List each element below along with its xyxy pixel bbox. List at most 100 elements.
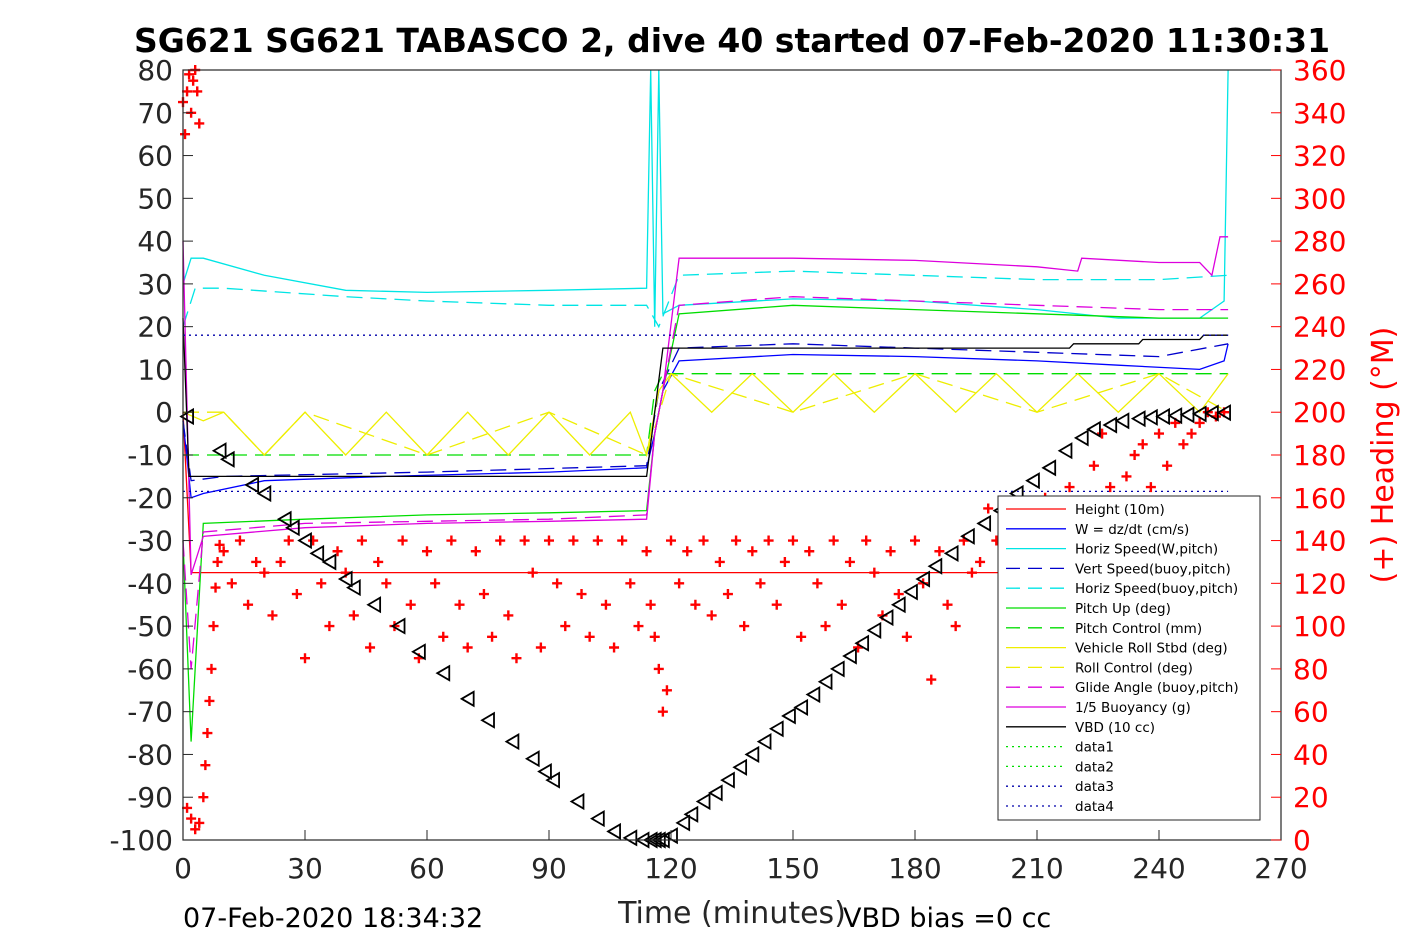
heading-point <box>690 599 701 610</box>
heading-point <box>796 631 807 642</box>
depth-marker <box>545 771 560 789</box>
right-tick-label: 120 <box>1293 567 1346 600</box>
depth-marker <box>866 621 882 639</box>
legend-label: Roll Control (deg) <box>1075 660 1193 676</box>
heading-point <box>682 546 693 557</box>
right-tick-label: 140 <box>1293 525 1346 558</box>
heading-point <box>194 118 205 129</box>
depth-marker <box>1102 416 1118 434</box>
heading-point <box>893 589 904 600</box>
left-tick-label: -60 <box>127 653 173 686</box>
heading-point <box>1154 428 1164 439</box>
depth-marker <box>890 596 906 614</box>
heading-point <box>1121 471 1132 482</box>
left-tick-label: -40 <box>127 567 173 600</box>
left-tick-label: -20 <box>127 482 173 515</box>
heading-point <box>1186 428 1197 439</box>
series-line-11 <box>182 318 1229 478</box>
heading-point <box>200 760 211 771</box>
depth-marker <box>695 792 711 811</box>
heading-point <box>1145 482 1156 493</box>
depth-marker <box>179 407 194 426</box>
legend-items: Height (10m) W = dz/dt (cm/s) Horiz Speed(… <box>1006 502 1239 815</box>
depth-marker <box>1025 472 1040 490</box>
depth-marker <box>960 527 975 545</box>
heading-point <box>206 663 217 674</box>
heading-point <box>332 546 343 557</box>
heading-point <box>1137 439 1148 450</box>
heading-point <box>625 578 636 589</box>
left-tick-label: -80 <box>127 738 173 771</box>
heading-point <box>478 589 489 600</box>
depth-marker <box>337 570 353 588</box>
heading-point <box>182 86 193 97</box>
x-axis-label: Time (minutes) <box>617 896 846 931</box>
heading-point <box>462 642 473 653</box>
right-tick-label: 280 <box>1293 225 1346 258</box>
heading-point <box>1162 460 1173 471</box>
heading-point <box>243 599 254 610</box>
legend-label: Pitch Control (mm) <box>1075 621 1202 637</box>
heading-point <box>511 653 522 664</box>
heading-point <box>210 582 221 593</box>
depth-marker <box>459 690 475 708</box>
legend-label: 1/5 Buoyancy (g) <box>1075 700 1191 716</box>
heading-point <box>212 556 223 567</box>
left-tick-label: -50 <box>127 610 173 643</box>
depth-marker <box>622 829 638 847</box>
right-tick-label: 40 <box>1293 738 1329 771</box>
depth-marker <box>707 784 723 802</box>
left-tick-label: 10 <box>137 353 173 386</box>
heading-point <box>657 706 668 717</box>
heading-point <box>373 556 384 567</box>
left-tick-label: 80 <box>137 54 173 87</box>
heading-point <box>633 621 644 632</box>
heading-point <box>617 535 628 546</box>
depth-marker <box>346 579 361 597</box>
legend-label: Vehicle Roll Stbd (deg) <box>1075 641 1228 657</box>
heading-point <box>674 578 685 589</box>
heading-point <box>438 631 449 642</box>
left-tick-label: 30 <box>137 268 173 301</box>
depth-marker <box>590 810 605 828</box>
heading-point <box>198 792 209 803</box>
footer-vbd-bias: VBD bias =0 cc <box>843 903 1051 934</box>
heading-point <box>234 535 245 546</box>
right-tick-label: 80 <box>1293 653 1329 686</box>
heading-point <box>600 599 611 610</box>
legend-label: data3 <box>1075 779 1114 795</box>
series-line-4 <box>182 270 1229 329</box>
heading-point <box>1129 450 1140 460</box>
right-tick-label: 20 <box>1293 781 1329 814</box>
legend-label: Horiz Speed(buoy,pitch) <box>1075 581 1238 597</box>
heading-point <box>910 535 920 546</box>
heading-point <box>714 556 725 567</box>
heading-point <box>1194 417 1205 428</box>
heading-point <box>934 546 945 557</box>
depth-marker <box>1216 404 1231 422</box>
depth-marker <box>537 762 552 781</box>
heading-point <box>180 129 191 140</box>
depth-marker <box>411 643 426 661</box>
heading-point <box>763 535 774 546</box>
heading-layer <box>178 65 1230 835</box>
depth-marker <box>854 634 870 652</box>
depth-marker <box>256 484 272 503</box>
heading-point <box>966 567 977 578</box>
heading-point <box>446 535 457 546</box>
depth-marker <box>1041 459 1057 477</box>
depth-marker <box>842 647 857 665</box>
heading-point <box>519 535 530 546</box>
heading-point <box>365 642 376 653</box>
heading-point <box>926 674 937 685</box>
heading-point <box>1064 482 1075 493</box>
depth-marker <box>435 664 451 682</box>
right-tick-label: 320 <box>1293 140 1346 173</box>
heading-point <box>316 578 327 589</box>
series-line-0 <box>182 412 1229 574</box>
legend-label: data1 <box>1075 740 1114 756</box>
heading-point <box>194 817 205 828</box>
heading-point <box>405 599 416 610</box>
x-tick-label: 60 <box>409 852 445 885</box>
x-tick-label: 30 <box>287 852 323 885</box>
